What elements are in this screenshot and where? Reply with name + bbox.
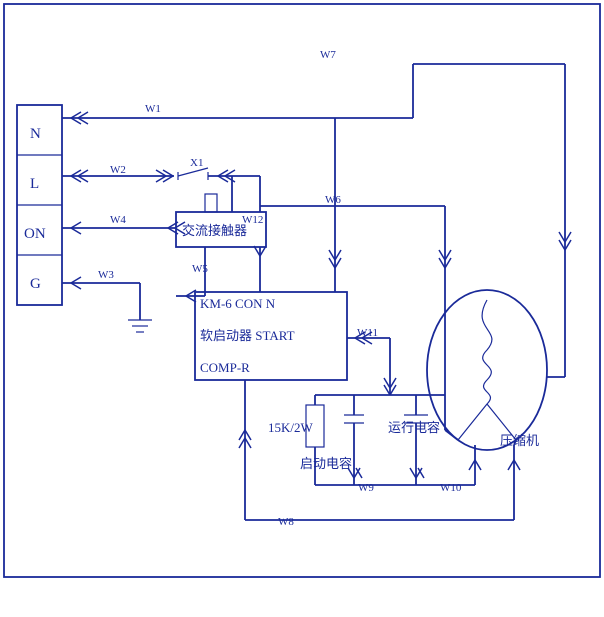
terminal-L: L (30, 176, 39, 192)
starter-line2: 软启动器 START (200, 328, 295, 343)
wire-W7 (413, 64, 571, 377)
wire-W11 (347, 332, 396, 395)
terminal-N: N (30, 126, 41, 142)
lbl-W10: W10 (440, 482, 462, 494)
lbl-W12: W12 (242, 214, 263, 226)
switch-X1 (178, 168, 208, 180)
lbl-W1: W1 (145, 103, 161, 115)
wire-W12 (254, 246, 266, 292)
wire-W8 (239, 380, 520, 520)
lbl-X1: X1 (190, 157, 203, 169)
contactor-label: 交流接触器 (182, 223, 247, 238)
lbl-W9: W9 (358, 482, 374, 494)
lbl-W5: W5 (192, 263, 208, 275)
starter-line3: COMP-R (200, 360, 250, 375)
soft-starter: KM-6 CON N 软启动器 START COMP-R (195, 292, 347, 380)
wiring-diagram: N L ON G (0, 0, 604, 617)
terminal-ON: ON (24, 226, 46, 242)
run-cap-label: 运行电容 (388, 420, 440, 435)
lbl-W2: W2 (110, 164, 126, 176)
cap-top-bus (315, 302, 445, 395)
lbl-W4: W4 (110, 214, 126, 226)
terminal-G: G (30, 276, 41, 292)
lbl-W8: W8 (278, 516, 294, 528)
run-capacitor: 运行电容 (388, 395, 440, 470)
ground-symbol (62, 277, 152, 332)
wire-W1 (62, 64, 413, 124)
lbl-W11: W11 (357, 327, 378, 339)
frame (4, 4, 600, 577)
terminal-block: N L ON G (17, 105, 62, 305)
start-cap-label: 启动电容 (300, 456, 352, 471)
resistor-label: 15K/2W (268, 420, 314, 435)
starter-line1: KM-6 CON N (200, 296, 276, 311)
compressor-label: 压缩机 (500, 433, 539, 448)
lbl-W3: W3 (98, 269, 114, 281)
lbl-W7: W7 (320, 49, 336, 61)
compressor: 压缩机 (427, 290, 565, 450)
wire-labels: W1 W2 W3 W4 W5 W6 W7 W8 W9 W10 W11 W12 X… (98, 49, 462, 528)
lbl-W6: W6 (325, 194, 341, 206)
